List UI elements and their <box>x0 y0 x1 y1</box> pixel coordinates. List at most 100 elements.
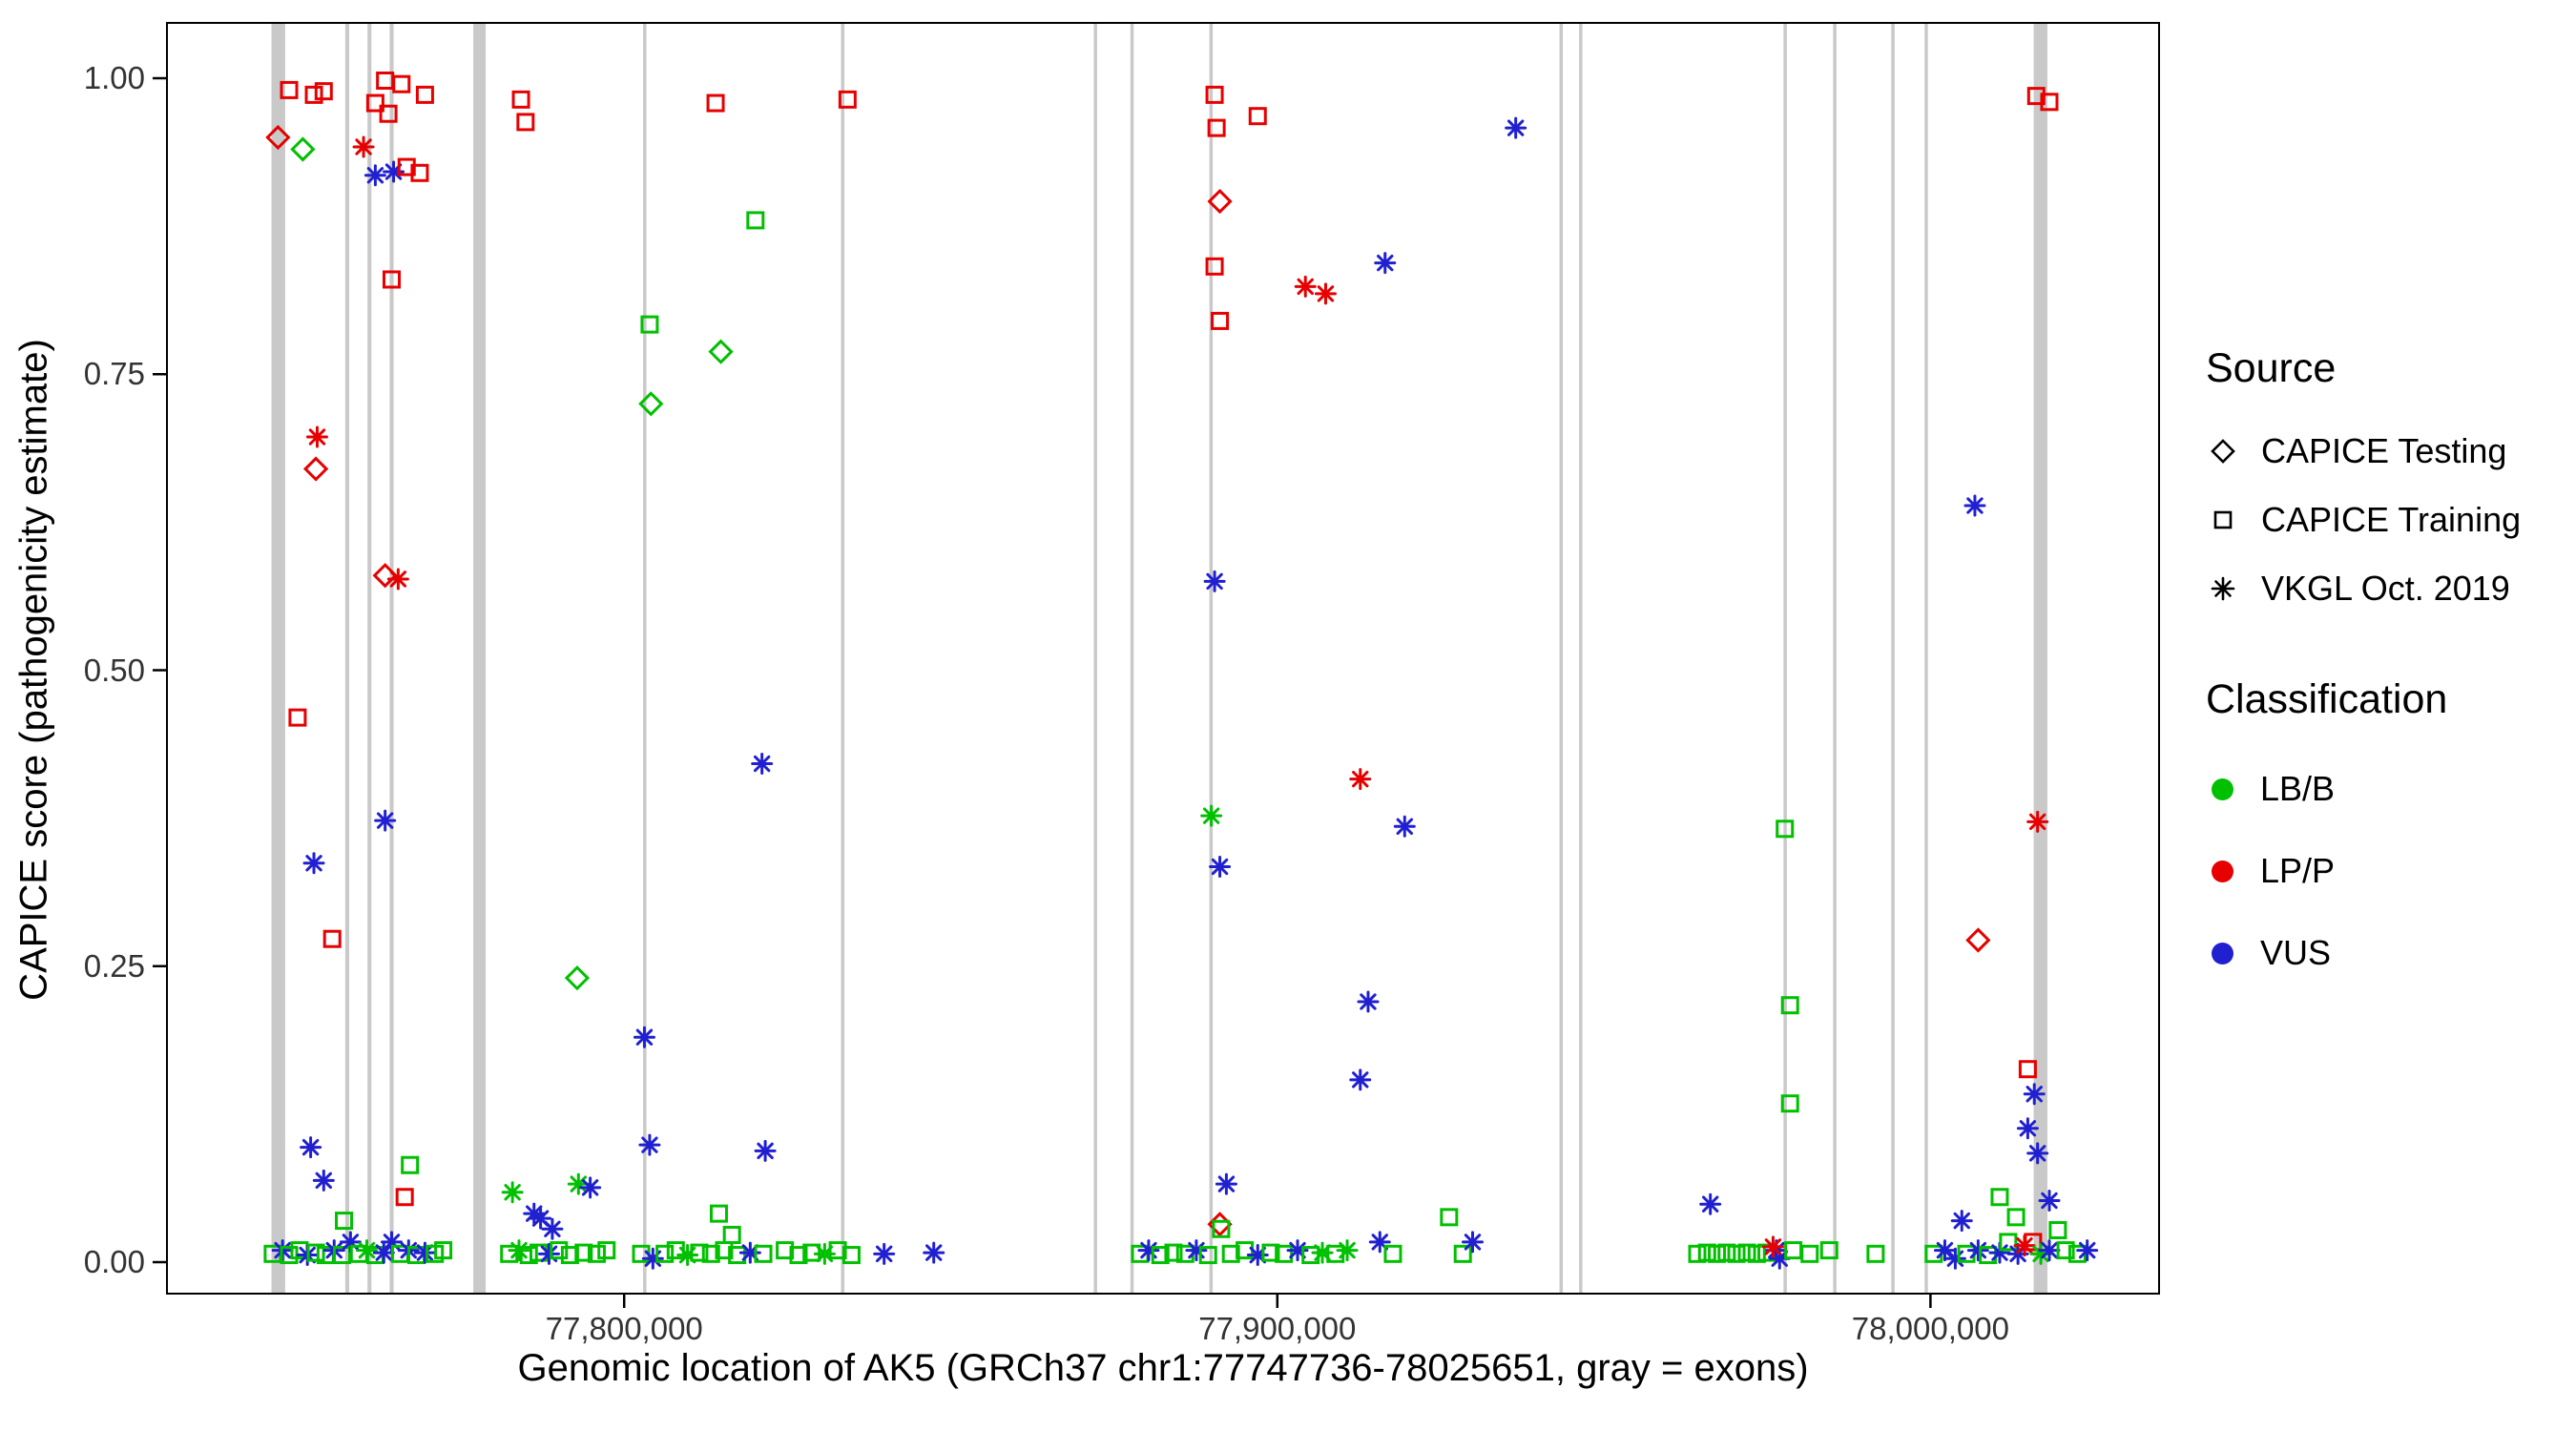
exon-bar <box>1833 24 1837 1293</box>
data-point <box>2026 810 2049 833</box>
data-point <box>1151 1246 1170 1265</box>
data-point <box>397 157 416 176</box>
data-point <box>789 1246 808 1265</box>
legend-source-title: Source <box>2206 345 2337 391</box>
data-point <box>1294 275 1317 298</box>
data-point <box>1209 856 1232 879</box>
data-point <box>2018 1060 2037 1079</box>
data-point <box>1248 107 1267 126</box>
data-point <box>1207 188 1233 215</box>
data-point <box>754 1139 777 1162</box>
exon-bar <box>1783 24 1787 1293</box>
data-point <box>1212 1219 1231 1238</box>
data-point <box>2056 1241 2075 1260</box>
data-point <box>2006 1208 2025 1227</box>
data-point <box>1950 1210 1973 1233</box>
data-point <box>587 1244 606 1263</box>
data-point <box>290 136 316 162</box>
data-point <box>1203 570 1226 592</box>
data-point <box>410 163 429 182</box>
data-point <box>873 1242 896 1265</box>
x-axis-title: Genomic location of AK5 (GRCh37 chr1:777… <box>517 1347 1809 1389</box>
data-point <box>541 1217 564 1240</box>
data-point <box>2026 87 2046 106</box>
data-point <box>722 1225 741 1244</box>
data-point <box>1357 990 1380 1013</box>
y-tick-label: 0.00 <box>83 1244 145 1279</box>
data-point <box>2076 1239 2099 1262</box>
data-point <box>1727 1244 1746 1263</box>
data-point <box>1963 494 1986 517</box>
legend-classification-group: Classification LB/B LP/P VUS <box>2206 676 2568 994</box>
data-point <box>519 1246 538 1265</box>
data-point <box>537 1242 560 1265</box>
legend-item-label: LP/P <box>2260 851 2336 890</box>
legend-item-label: LB/B <box>2260 769 2336 808</box>
data-point <box>1221 1244 1240 1263</box>
data-point <box>1349 1068 1372 1091</box>
data-point <box>574 1243 593 1262</box>
data-point <box>751 753 774 776</box>
data-point <box>2038 1239 2061 1262</box>
data-point <box>1776 819 1795 839</box>
data-point <box>564 965 591 991</box>
data-point <box>1314 282 1337 305</box>
asterisk-icon <box>2211 576 2235 601</box>
data-point <box>508 1239 530 1262</box>
data-point <box>1275 1244 1294 1263</box>
data-point <box>1999 1233 2018 1252</box>
y-tick-label: 0.75 <box>83 356 145 392</box>
data-point <box>332 1246 351 1265</box>
data-point <box>838 90 857 109</box>
data-point <box>709 1204 728 1223</box>
y-tick-label: 0.25 <box>83 947 145 984</box>
data-point <box>1747 1244 1766 1263</box>
data-point <box>1383 1244 1402 1263</box>
data-point <box>1784 1241 1803 1260</box>
data-point <box>511 90 530 109</box>
data-point <box>1207 118 1226 137</box>
exon-bar <box>1924 24 1928 1293</box>
data-point <box>1708 1244 1727 1263</box>
data-point <box>1461 1231 1484 1254</box>
data-point <box>638 391 664 417</box>
data-point <box>706 93 725 113</box>
lbb-color-dot <box>2212 778 2233 800</box>
data-point <box>2026 1142 2049 1165</box>
exon-bar <box>1130 24 1134 1293</box>
legend-item-vkgl: VKGL Oct. 2019 <box>2206 554 2568 623</box>
data-point <box>1688 1244 1707 1263</box>
exon-bar <box>367 24 372 1293</box>
exon-bar <box>1579 24 1583 1293</box>
data-point <box>550 1241 569 1260</box>
x-tick-label: 77,800,000 <box>545 1311 703 1346</box>
data-point <box>579 1176 602 1199</box>
legend: Source CAPICE Testing CAPICE Training <box>2206 345 2568 1047</box>
data-point <box>386 568 409 591</box>
data-point <box>1185 1239 1208 1262</box>
data-point <box>1215 1172 1237 1195</box>
legend-item-capice-testing: CAPICE Testing <box>2206 417 2568 486</box>
data-point <box>1933 1239 1956 1262</box>
data-point <box>715 1241 734 1260</box>
exon-bar <box>2033 24 2047 1293</box>
data-point <box>372 1241 395 1264</box>
data-point <box>1205 257 1224 276</box>
exon-bar <box>271 24 285 1293</box>
data-point <box>2023 1083 2046 1106</box>
data-point <box>1800 1244 1819 1263</box>
data-point <box>1924 1244 1943 1263</box>
data-point <box>1965 927 1991 953</box>
data-point <box>1737 1243 1756 1262</box>
panel-border <box>166 22 2160 1295</box>
square-icon <box>2213 510 2233 529</box>
exon-bar <box>344 24 350 1293</box>
data-point <box>708 339 734 364</box>
data-point <box>314 82 333 101</box>
exon-bar <box>389 24 394 1293</box>
data-point <box>335 1212 354 1231</box>
data-point <box>655 1244 675 1263</box>
data-point <box>364 164 386 187</box>
data-point <box>379 104 398 123</box>
